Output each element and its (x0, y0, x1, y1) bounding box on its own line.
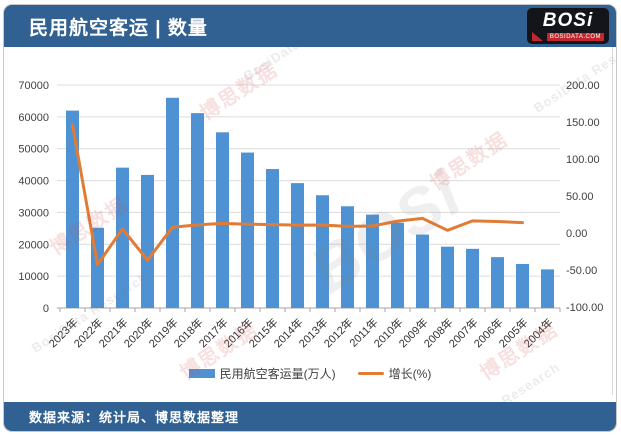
right-axis-tick-label: 150.00 (566, 117, 600, 129)
chart-title: 民用航空客运 | 数量 (29, 17, 208, 39)
legend-item-bars: 民用航空客运量(万人) (188, 365, 336, 382)
bar (141, 174, 154, 308)
right-axis-tick-label: 50.00 (566, 191, 594, 203)
bar (266, 169, 279, 308)
bar (216, 132, 229, 308)
right-axis-tick-label: -50.00 (566, 265, 597, 277)
growth-line (71, 123, 524, 267)
left-axis-tick-label: 30000 (18, 207, 49, 219)
left-axis-tick-label: 20000 (18, 239, 49, 251)
header-bar: 民用航空客运 | 数量 BOSi BOSIDATA.COM (4, 5, 616, 47)
bar (316, 195, 329, 308)
bosi-logo-triangle-icon (532, 32, 543, 41)
legend-line-swatch-icon (357, 372, 384, 375)
bar (516, 263, 529, 308)
bar (541, 269, 554, 308)
bosi-logo: BOSi BOSIDATA.COM (527, 8, 609, 44)
left-axis-tick-label: 10000 (18, 271, 49, 283)
bar (391, 222, 404, 308)
bar (291, 183, 304, 308)
footer-bar: 数据来源：统计局、博思数据整理 (4, 402, 616, 431)
chart-legend: 民用航空客运量(万人) 增长(%) (4, 365, 616, 382)
legend-bar-swatch-icon (188, 369, 215, 378)
legend-bar-label: 民用航空客运量(万人) (219, 367, 336, 381)
bar (416, 234, 429, 308)
left-axis-tick-label: 70000 (18, 80, 49, 92)
bosi-logo-brand: BOSi (542, 10, 594, 31)
right-axis-tick-label: -100.00 (566, 302, 603, 314)
legend-item-line: 增长(%) (357, 365, 432, 382)
right-axis-tick-label: 100.00 (566, 154, 600, 166)
bar (116, 167, 129, 308)
chart-card: 民用航空客运 | 数量 BOSi BOSIDATA.COM 0 10000 2000… (3, 4, 617, 432)
left-axis-tick-label: 50000 (18, 144, 49, 156)
right-axis-tick-label: 200.00 (566, 80, 600, 92)
bar (241, 152, 254, 308)
bar (366, 214, 379, 308)
bar (191, 113, 204, 308)
left-axis-tick-label: 60000 (18, 112, 49, 124)
bar (441, 246, 454, 308)
legend-line-label: 增长(%) (388, 367, 432, 381)
combo-chart: 0 10000 20000 30000 40000 50000 60000 70000 -100… (18, 47, 613, 395)
bar (491, 257, 504, 308)
bar (166, 97, 179, 308)
left-axis-tick-label: 0 (43, 303, 49, 315)
bar (341, 206, 354, 308)
bosi-logo-domain: BOSIDATA.COM (546, 33, 604, 41)
left-axis-tick-label: 40000 (18, 176, 49, 188)
bar (466, 248, 479, 308)
bar (66, 110, 79, 309)
data-source-text: 数据来源：统计局、博思数据整理 (29, 410, 240, 425)
right-axis-tick-label: 0.00 (566, 228, 587, 240)
chart-area: 0 10000 20000 30000 40000 50000 60000 70000 -100… (4, 47, 616, 402)
